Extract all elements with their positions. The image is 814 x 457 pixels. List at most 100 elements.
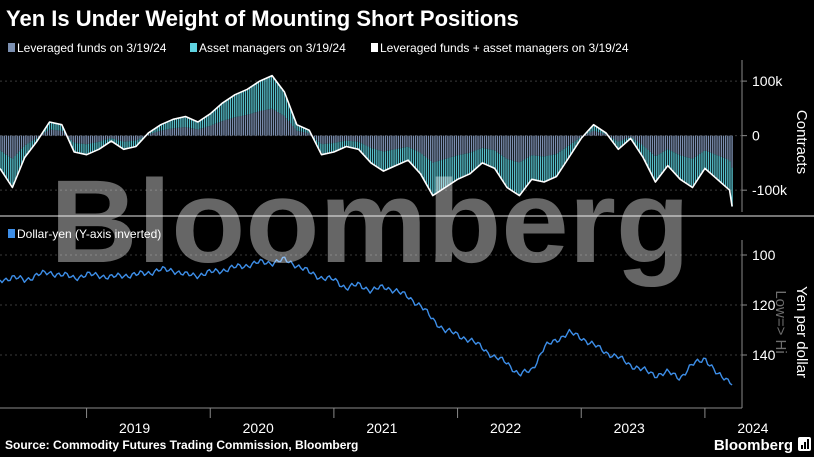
bar-leveraged-funds: [544, 135, 546, 157]
bar-asset-managers: [240, 91, 242, 116]
bar-asset-managers: [14, 156, 16, 181]
bar-leveraged-funds: [520, 135, 522, 162]
bar-asset-managers: [563, 148, 565, 165]
bar-leveraged-funds: [401, 135, 404, 148]
bar-asset-managers: [380, 150, 382, 170]
bar-leveraged-funds: [451, 135, 453, 157]
bar-leveraged-funds: [262, 110, 264, 136]
bar-asset-managers: [216, 107, 219, 123]
bottom-y-tick-label: 140: [752, 347, 776, 363]
bar-asset-managers: [51, 122, 53, 130]
bar-asset-managers: [53, 122, 55, 130]
bar-asset-managers: [511, 160, 514, 192]
bar-asset-managers: [25, 144, 27, 156]
bar-leveraged-funds: [184, 127, 186, 136]
bar-asset-managers: [12, 158, 14, 187]
bar-leveraged-funds: [100, 135, 102, 142]
bar-leveraged-funds: [10, 135, 12, 158]
bar-leveraged-funds: [518, 135, 520, 163]
bar-asset-managers: [214, 109, 216, 124]
bar-asset-managers: [457, 155, 460, 179]
bar-asset-managers: [623, 139, 626, 144]
bar-asset-managers: [122, 141, 124, 149]
bar-asset-managers: [35, 138, 38, 142]
bar-asset-managers: [10, 157, 12, 185]
bar-asset-managers: [94, 142, 96, 152]
bar-asset-managers: [509, 159, 511, 190]
bar-asset-managers: [709, 152, 712, 174]
bar-leveraged-funds: [18, 135, 21, 152]
bar-leveraged-funds: [94, 135, 96, 143]
bar-leveraged-funds: [449, 135, 451, 158]
bar-asset-managers: [714, 154, 716, 178]
bar-asset-managers: [274, 80, 277, 111]
bar-leveraged-funds: [85, 135, 87, 145]
top-y-tick-label: 0: [752, 128, 760, 144]
bar-leveraged-funds: [703, 135, 705, 151]
bar-leveraged-funds: [386, 135, 389, 151]
bar-leveraged-funds: [25, 135, 27, 145]
bar-asset-managers: [165, 122, 167, 130]
bar-leveraged-funds: [296, 130, 298, 136]
bar-leveraged-funds: [173, 128, 176, 136]
bar-asset-managers: [384, 151, 387, 171]
bar-leveraged-funds: [130, 135, 133, 142]
bar-asset-managers: [29, 142, 31, 151]
bar-leveraged-funds: [328, 135, 331, 144]
bar-asset-managers: [128, 141, 130, 149]
bar-asset-managers: [397, 148, 400, 165]
bar-leveraged-funds: [53, 129, 55, 136]
bar-leveraged-funds: [352, 135, 354, 142]
bar-leveraged-funds: [83, 135, 85, 144]
bar-leveraged-funds: [81, 135, 83, 144]
bar-leveraged-funds: [139, 135, 141, 139]
bar-leveraged-funds: [182, 127, 184, 136]
bar-asset-managers: [595, 126, 598, 132]
bar-asset-managers: [645, 148, 647, 164]
bar-asset-managers: [597, 128, 600, 133]
bar-leveraged-funds: [625, 135, 628, 139]
bar-asset-managers: [703, 150, 705, 170]
bar-asset-managers: [23, 146, 25, 160]
legend-label-leveraged-funds: Leveraged funds on 3/19/24: [17, 41, 167, 55]
bar-leveraged-funds: [440, 135, 443, 161]
bar-leveraged-funds: [89, 135, 92, 144]
bar-asset-managers: [406, 146, 408, 161]
x-tick-label: 2019: [119, 420, 150, 436]
bar-asset-managers: [386, 150, 389, 170]
bar-asset-managers: [109, 138, 111, 143]
bar-asset-managers: [160, 124, 163, 131]
bar-leveraged-funds: [610, 135, 613, 138]
bar-leveraged-funds: [221, 121, 223, 136]
bar-asset-managers: [339, 141, 341, 150]
bar-leveraged-funds: [216, 122, 219, 136]
bar-asset-managers: [649, 151, 651, 172]
bar-asset-managers: [335, 142, 337, 152]
bar-leveraged-funds: [206, 126, 208, 136]
bar-asset-managers: [242, 91, 244, 116]
bar-leveraged-funds: [0, 135, 1, 151]
bar-asset-managers: [494, 150, 496, 170]
bar-asset-managers: [442, 159, 445, 189]
bar-asset-managers: [731, 167, 733, 207]
bar-leveraged-funds: [621, 135, 623, 141]
bar-asset-managers: [302, 127, 305, 133]
bar-leveraged-funds: [208, 126, 210, 136]
bar-leveraged-funds: [414, 135, 417, 151]
bar-asset-managers: [162, 123, 165, 131]
bar-asset-managers: [724, 158, 727, 187]
bar-asset-managers: [440, 160, 443, 190]
bar-leveraged-funds: [397, 135, 400, 149]
bar-asset-managers: [638, 142, 641, 152]
bar-leveraged-funds: [391, 135, 393, 150]
bar-leveraged-funds: [337, 135, 339, 143]
bar-leveraged-funds: [720, 135, 723, 157]
bar-leveraged-funds: [255, 112, 257, 136]
bar-leveraged-funds: [563, 135, 565, 149]
bar-leveraged-funds: [48, 129, 51, 136]
bar-asset-managers: [354, 141, 356, 149]
bar-asset-managers: [537, 155, 539, 181]
bar-asset-managers: [115, 139, 117, 145]
bar-leveraged-funds: [681, 135, 684, 156]
bar-asset-managers: [686, 157, 688, 184]
